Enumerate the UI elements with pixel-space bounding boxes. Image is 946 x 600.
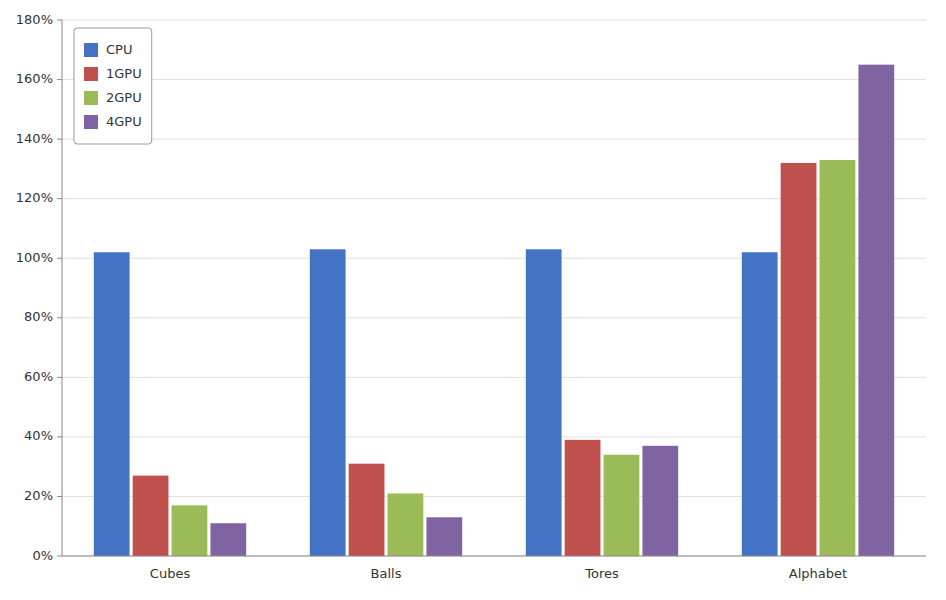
x-tick-label: Alphabet [789, 566, 847, 581]
y-tick-label: 120% [16, 190, 53, 205]
legend-label: 4GPU [106, 114, 142, 129]
legend-swatch [84, 91, 98, 105]
y-tick-label: 0% [32, 548, 53, 563]
y-tick-label: 40% [24, 428, 53, 443]
y-tick [57, 139, 62, 140]
chart-svg: 0% 20% 40% 60% 80% 100% 120% 140% 160% 180% Cubes B… [0, 0, 946, 600]
legend-swatch [84, 115, 98, 129]
x-axis: Cubes Balls Tores Alphabet [62, 556, 926, 581]
bar [820, 160, 856, 556]
bar [133, 476, 169, 556]
y-tick [57, 436, 62, 437]
bar [349, 464, 385, 556]
y-tick [57, 317, 62, 318]
grid-line [62, 556, 926, 557]
bar [526, 249, 562, 556]
y-tick [57, 79, 62, 80]
bar [94, 252, 130, 556]
bar [426, 517, 462, 556]
bar [642, 446, 678, 556]
y-tick-label: 100% [16, 250, 53, 265]
bar [742, 252, 778, 556]
bar [565, 440, 601, 556]
x-tick-label: Cubes [150, 566, 191, 581]
legend-label: 2GPU [106, 90, 142, 105]
x-tick-label: Balls [371, 566, 402, 581]
bar [781, 163, 817, 556]
y-tick [57, 496, 62, 497]
grid-line [62, 139, 926, 140]
bar [210, 523, 246, 556]
plot-area: 0% 20% 40% 60% 80% 100% 120% 140% 160% 180% Cubes B… [16, 12, 926, 582]
x-tick-label: Tores [584, 566, 619, 581]
bar [858, 65, 894, 556]
bar [310, 249, 346, 556]
grid [62, 20, 926, 556]
series-bars [94, 249, 778, 556]
y-tick-label: 20% [24, 488, 53, 503]
y-tick [57, 258, 62, 259]
series-bars [210, 65, 894, 556]
bar [604, 455, 640, 556]
y-axis: 0% 20% 40% 60% 80% 100% 120% 140% 160% 180% [16, 12, 62, 563]
legend: CPU 1GPU 2GPU 4GPU [74, 28, 152, 144]
legend-swatch [84, 43, 98, 57]
series-bars [133, 163, 817, 556]
series-bars [172, 160, 856, 556]
legend-label: 1GPU [106, 66, 142, 81]
legend-swatch [84, 67, 98, 81]
y-tick [57, 556, 62, 557]
y-tick-label: 180% [16, 12, 53, 27]
legend-box [74, 28, 152, 144]
chart-container: 0% 20% 40% 60% 80% 100% 120% 140% 160% 180% Cubes B… [0, 0, 946, 600]
grid-line [62, 20, 926, 21]
grid-line [62, 79, 926, 80]
bar [172, 505, 208, 556]
y-tick [57, 198, 62, 199]
y-tick-label: 140% [16, 131, 53, 146]
y-tick-label: 160% [16, 71, 53, 86]
y-axis-line [62, 20, 63, 556]
bars [94, 65, 894, 556]
y-tick-label: 80% [24, 309, 53, 324]
y-tick-label: 60% [24, 369, 53, 384]
y-tick [57, 20, 62, 21]
legend-label: CPU [106, 42, 132, 57]
bar [388, 493, 424, 556]
y-tick [57, 377, 62, 378]
x-axis-line [62, 556, 926, 557]
